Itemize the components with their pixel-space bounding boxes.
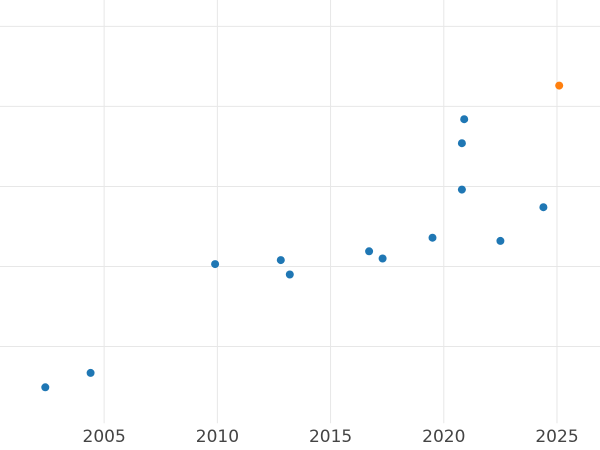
data-point bbox=[457, 139, 466, 148]
data-point bbox=[457, 185, 466, 194]
data-point bbox=[378, 254, 387, 263]
data-point bbox=[496, 236, 505, 245]
data-point bbox=[211, 260, 220, 269]
data-point bbox=[86, 368, 95, 377]
highlighted-data-point bbox=[555, 81, 564, 90]
data-point bbox=[365, 247, 374, 256]
data-point bbox=[276, 256, 285, 265]
data-point bbox=[285, 270, 294, 279]
data-point bbox=[539, 203, 548, 212]
data-point bbox=[428, 233, 437, 242]
data-point bbox=[41, 383, 50, 392]
data-point bbox=[460, 115, 469, 124]
